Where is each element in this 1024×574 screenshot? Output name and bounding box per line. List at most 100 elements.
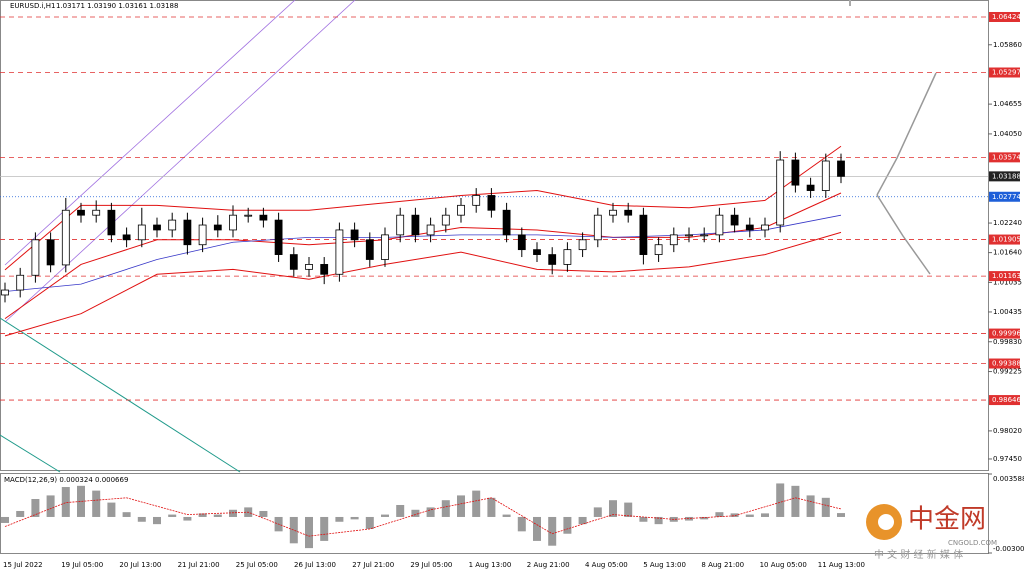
- candle-body: [153, 224, 161, 231]
- x-tick-label: 2 Aug 21:00: [527, 561, 570, 569]
- macd-bar: [122, 512, 131, 517]
- candle-body: [761, 224, 769, 231]
- channel-line: [4, 0, 296, 266]
- x-tick-label: 27 Jul 21:00: [352, 561, 394, 569]
- candle-body: [472, 195, 481, 206]
- x-tick-label: 5 Aug 13:00: [643, 561, 686, 569]
- macd-bar: [305, 516, 313, 549]
- candle-body: [685, 234, 693, 237]
- candle-body: [213, 224, 222, 231]
- price-label: 1.03188: [992, 172, 1021, 180]
- macd-bar: [700, 516, 709, 520]
- level-tag: [989, 395, 1020, 406]
- candle-body: [350, 229, 359, 241]
- macd-bar: [639, 516, 648, 522]
- macd-bar: [806, 495, 815, 517]
- candle-body: [244, 214, 253, 217]
- trend-line: [0, 434, 61, 473]
- candle-body: [16, 274, 25, 291]
- candle-body: [1, 289, 9, 296]
- macd-bar: [396, 504, 405, 517]
- macd-bar: [502, 514, 511, 517]
- y-tick-label: 1.04655: [993, 100, 1022, 108]
- level-tag: [989, 358, 1020, 369]
- logo-mark: [878, 514, 894, 530]
- macd-bar: [457, 495, 465, 517]
- macd-bar: [472, 490, 481, 517]
- candle-body: [168, 219, 177, 231]
- level-label: 1.03574: [992, 153, 1021, 161]
- x-tick-label: 11 Aug 13:00: [818, 561, 865, 569]
- candle-body: [837, 160, 845, 177]
- macd-bar: [381, 514, 389, 517]
- x-tick-label: 21 Jul 21:00: [178, 561, 220, 569]
- candle-body: [396, 214, 405, 236]
- macd-tick-label: 0.003588: [993, 475, 1024, 483]
- macd-bar: [685, 516, 693, 521]
- macd-bar: [350, 516, 359, 520]
- candle-body: [92, 209, 101, 216]
- macd-bar: [198, 513, 207, 517]
- macd-bar: [92, 490, 101, 517]
- macd-bar: [517, 516, 526, 532]
- level-label: 0.99996: [992, 330, 1021, 338]
- candle-body: [77, 209, 85, 216]
- macd-bar: [730, 513, 739, 517]
- macd-header: MACD(12,26,9) 0.000324 0.000669: [4, 476, 128, 484]
- y-tick-label: 1.02240: [993, 219, 1022, 227]
- candle-body: [411, 214, 420, 236]
- level-label: 1.01905: [992, 236, 1021, 244]
- candle-body: [365, 239, 374, 260]
- macd-bar: [624, 502, 633, 517]
- bollinger-upper: [4, 145, 842, 271]
- channel-line: [4, 0, 356, 323]
- macd-bar: [837, 513, 845, 517]
- candle-body: [639, 214, 648, 255]
- y-tick-label: 1.01640: [993, 249, 1022, 257]
- y-tick-label: 0.97450: [993, 455, 1022, 463]
- macd-bar: [16, 510, 25, 517]
- macd-bar: [320, 516, 329, 541]
- macd-bar: [335, 516, 344, 522]
- candle-body: [776, 159, 785, 226]
- level-tag: [989, 191, 1020, 202]
- candle-body: [609, 209, 617, 216]
- macd-bar: [168, 514, 177, 517]
- candle-body: [229, 214, 237, 231]
- candle-body: [517, 234, 526, 251]
- x-tick-label: 19 Jul 05:00: [61, 561, 103, 569]
- macd-bar: [259, 510, 268, 517]
- macd-bar: [365, 516, 374, 529]
- macd-frame: [0, 473, 989, 554]
- level-label: 0.99388: [992, 360, 1021, 368]
- macd-bar: [213, 514, 222, 517]
- candle-body: [791, 159, 800, 186]
- y-tick-label: 1.04050: [993, 130, 1022, 138]
- level-tag: [989, 271, 1020, 282]
- candle-body: [745, 224, 754, 231]
- level-label: 1.05297: [992, 68, 1021, 76]
- watermark: 中金网 CNGOLD.COM 中 文 财 经 新 媒 体: [866, 504, 997, 561]
- candle-body: [700, 234, 709, 237]
- candle-body: [122, 234, 131, 241]
- candle-body: [274, 219, 283, 255]
- candle-body: [806, 184, 815, 191]
- macd-bar: [441, 500, 450, 517]
- macd-signal: [4, 497, 842, 537]
- macd-bar: [289, 516, 298, 544]
- macd-bar: [183, 516, 192, 521]
- macd-bar: [533, 516, 541, 541]
- trend-line: [0, 317, 241, 473]
- x-tick-label: 25 Jul 05:00: [236, 561, 278, 569]
- main-frame: [0, 0, 989, 471]
- candle-body: [548, 254, 557, 265]
- candle-body: [669, 234, 678, 246]
- symbol: EURUSD.i,H1: [10, 2, 55, 10]
- macd-bar: [61, 487, 70, 517]
- candle-body: [502, 209, 511, 236]
- macd-bar: [107, 502, 116, 517]
- level-label: 1.01163: [992, 272, 1021, 280]
- ohlc-header: 1.03171 1.03190 1.03161 1.03188: [56, 2, 178, 10]
- bollinger-middle: [4, 192, 842, 320]
